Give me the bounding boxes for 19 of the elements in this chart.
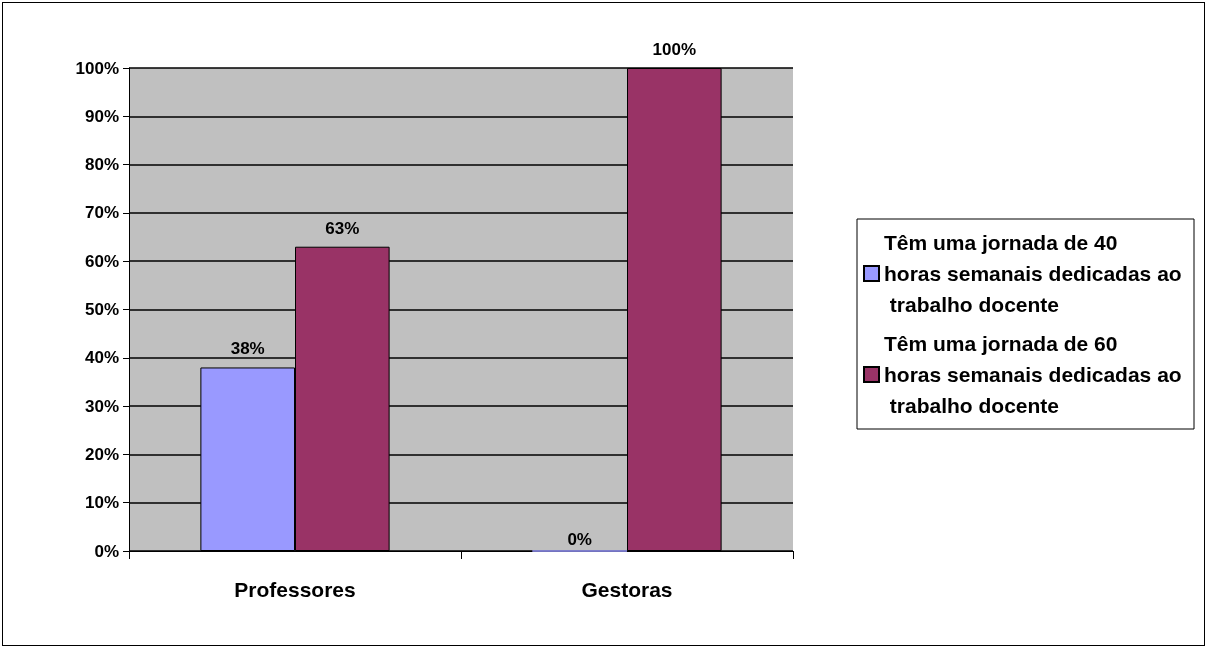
- data-label: 63%: [325, 218, 360, 238]
- y-tick-label: 60%: [84, 251, 119, 271]
- x-tick-label: Professores: [234, 578, 356, 601]
- data-label: 38%: [230, 339, 265, 359]
- x-tick-label: Gestoras: [581, 578, 673, 601]
- y-tick-label: 40%: [84, 348, 119, 368]
- y-tick-label: 100%: [75, 58, 119, 78]
- legend-label: Têm uma jornada de 40 horas semanais dedicadas ao trabalho docente: [884, 231, 1182, 316]
- y-tick-label: 70%: [84, 203, 119, 223]
- y-tick-label: 50%: [84, 300, 119, 319]
- y-tick-label: 30%: [84, 396, 119, 416]
- y-tick-label: 80%: [84, 155, 119, 175]
- y-tick-label: 0%: [94, 541, 119, 561]
- y-tick-label: 90%: [84, 106, 119, 126]
- data-label: 100%: [652, 40, 697, 59]
- y-tick-label: 10%: [84, 493, 119, 513]
- y-tick-label: 20%: [84, 444, 119, 464]
- data-label: 0%: [567, 529, 592, 549]
- legend-label: Têm uma jornada de 60 horas semanais dedicadas ao trabalho docente: [884, 332, 1182, 417]
